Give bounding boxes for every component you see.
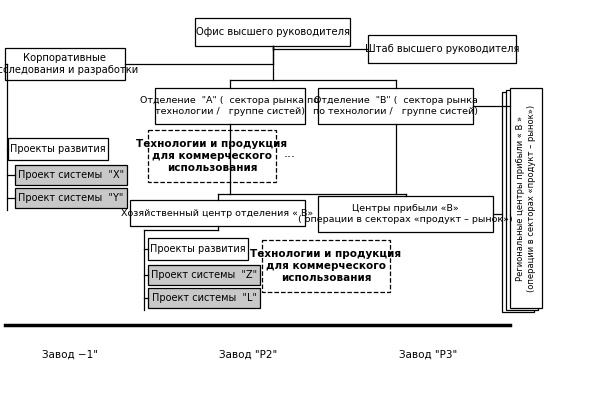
Bar [148, 288, 260, 308]
Text: Завод −1": Завод −1" [42, 350, 98, 360]
Bar [15, 165, 127, 185]
Bar [8, 138, 108, 160]
Text: Завод "P3": Завод "P3" [399, 350, 457, 360]
Text: Технологии и продукция
для коммерческого
использования: Технологии и продукция для коммерческого… [137, 139, 288, 173]
Text: Центры прибыли «В»
( операции в секторах «продукт – рынок»): Центры прибыли «В» ( операции в секторах… [298, 204, 513, 224]
Bar [148, 238, 248, 260]
Text: Офис высшего руководителя: Офис высшего руководителя [196, 27, 350, 37]
Text: ...: ... [284, 147, 296, 160]
Text: Проект системы  "X": Проект системы "X" [18, 170, 124, 180]
Text: Проект системы  "Y": Проект системы "Y" [18, 193, 124, 203]
Bar [318, 88, 473, 124]
Text: Завод "P2": Завод "P2" [219, 350, 277, 360]
Text: Проект системы  "L": Проект системы "L" [152, 293, 257, 303]
Bar [510, 88, 542, 308]
Text: Отделение  "В" (  сектора рынка
по технологии /   группе систей): Отделение "В" ( сектора рынка по техноло… [313, 96, 478, 116]
Bar [368, 35, 516, 63]
Bar [262, 240, 390, 292]
Text: Хозяйственный центр отделения « В»: Хозяйственный центр отделения « В» [121, 208, 313, 217]
Bar [15, 188, 127, 208]
Bar [148, 130, 276, 182]
Bar [506, 90, 538, 310]
Text: Отделение  "А" (  сектора рынка по
технологии /   группе систей): Отделение "А" ( сектора рынка по техноло… [141, 96, 320, 116]
Text: Проекты развития: Проекты развития [10, 144, 106, 154]
Text: Проект системы  "Z": Проект системы "Z" [151, 270, 257, 280]
Bar [502, 92, 534, 312]
Text: Штаб высшего руководителя: Штаб высшего руководителя [365, 44, 519, 54]
Bar [155, 88, 305, 124]
Text: Проекты развития: Проекты развития [150, 244, 246, 254]
Bar [148, 265, 260, 285]
Text: Региональные центры прибыли « В »
(операции в секторах «продукт – рынок»): Региональные центры прибыли « В » (опера… [516, 104, 536, 292]
Bar [195, 18, 350, 46]
Text: Технологии и продукция
для коммерческого
использования: Технологии и продукция для коммерческого… [251, 249, 402, 282]
Bar [130, 200, 305, 226]
Bar [5, 48, 125, 80]
Bar [318, 196, 493, 232]
Text: Корпоративные
исследования и разработки: Корпоративные исследования и разработки [0, 53, 139, 75]
